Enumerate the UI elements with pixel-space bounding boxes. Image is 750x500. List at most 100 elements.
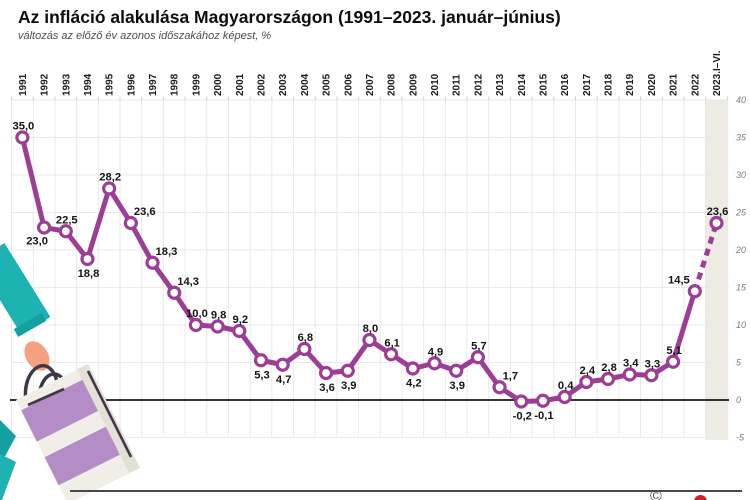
value-label: 9,2 xyxy=(233,314,249,326)
x-axis-year-label: 1993 xyxy=(61,73,72,96)
x-axis-year-label: 2005 xyxy=(322,73,333,96)
x-axis-year-label: 2000 xyxy=(213,73,224,96)
x-axis-year-label: 2003 xyxy=(278,73,289,96)
y-axis-label: 25 xyxy=(735,208,747,218)
x-axis-year-label: 1995 xyxy=(105,73,116,96)
x-axis-year-label: 2020 xyxy=(647,73,658,96)
value-label: 4,2 xyxy=(406,378,422,390)
x-axis-year-label: 2001 xyxy=(235,73,246,96)
x-axis-year-label: 1999 xyxy=(191,73,202,96)
data-point-marker xyxy=(232,323,247,339)
header: Az infláció alakulása Magyarországon (19… xyxy=(18,6,718,42)
x-axis-year-label: 1992 xyxy=(40,73,51,96)
data-point-marker xyxy=(687,284,702,299)
data-point-marker xyxy=(514,394,529,409)
data-point-marker xyxy=(492,380,507,395)
teal-elbow-upper-shape xyxy=(0,420,16,462)
x-axis-year-label: 2011 xyxy=(452,74,463,96)
value-label: 3,6 xyxy=(319,382,335,394)
y-axis-label: -5 xyxy=(736,433,745,443)
value-label: -0,2 xyxy=(513,411,532,423)
x-axis-year-label: 2007 xyxy=(365,73,376,96)
x-axis-year-label: 2006 xyxy=(343,73,354,96)
x-axis-year-label: 1997 xyxy=(148,73,159,96)
value-label: 2,4 xyxy=(580,365,596,377)
data-point-marker xyxy=(167,285,182,300)
x-axis-year-label: 1994 xyxy=(83,73,94,96)
value-label: 18,3 xyxy=(156,246,178,258)
copyright-icon: © xyxy=(650,488,662,500)
data-point-marker xyxy=(253,353,269,368)
bag-strap-line xyxy=(27,387,65,407)
value-label: 18,8 xyxy=(78,268,100,280)
data-point-marker xyxy=(80,251,95,267)
data-point-marker xyxy=(15,130,30,145)
data-point-marker xyxy=(275,357,290,372)
x-axis-year-label: 2013 xyxy=(495,73,506,96)
x-axis-year-label: 2010 xyxy=(430,73,441,96)
data-point-marker xyxy=(318,365,334,381)
bag-stripe-upper-shape xyxy=(21,374,109,442)
x-axis-year-label: 2008 xyxy=(387,73,398,96)
x-axis-year-label: 2002 xyxy=(256,73,267,96)
bag-edge-line xyxy=(86,370,133,458)
value-label: 1,7 xyxy=(503,370,519,382)
value-label: -0,1 xyxy=(534,410,553,422)
value-label: 6,1 xyxy=(384,337,400,349)
y-axis-label: 10 xyxy=(736,320,746,330)
data-point-marker xyxy=(644,368,659,383)
y-axis-label: 20 xyxy=(735,245,746,255)
value-label: 3,3 xyxy=(645,358,661,370)
x-axis-year-label: 2017 xyxy=(582,73,593,96)
value-label: 14,3 xyxy=(177,276,199,288)
page-subtitle: változás az előző év azonos időszakához … xyxy=(18,30,272,42)
x-axis-year-label: 2015 xyxy=(538,73,549,96)
value-label: 3,4 xyxy=(623,358,639,370)
value-label: 4,9 xyxy=(428,346,444,358)
sleeve-arm-shape xyxy=(0,243,51,335)
data-point-marker xyxy=(362,332,377,348)
value-label: 23,0 xyxy=(26,236,48,248)
value-label: 14,5 xyxy=(668,274,690,286)
footer-divider xyxy=(70,490,742,492)
x-axis-year-label: 2012 xyxy=(473,73,484,96)
value-label: 35,0 xyxy=(13,121,35,133)
value-label: 3,9 xyxy=(341,380,357,392)
x-axis-year-label: 2018 xyxy=(604,73,615,96)
teal-elbow-lower-shape xyxy=(0,454,16,500)
data-point-marker xyxy=(123,215,138,231)
y-axis-label: 40 xyxy=(736,95,746,105)
value-label: 9,8 xyxy=(211,310,227,322)
y-axis-label: 15 xyxy=(736,283,747,293)
data-point-marker xyxy=(384,347,399,362)
data-point-marker xyxy=(297,341,312,357)
page-title: Az infláció alakulása Magyarországon (19… xyxy=(18,7,561,27)
data-point-marker xyxy=(427,356,442,371)
value-label: 22,5 xyxy=(56,214,78,226)
y-axis-label: 30 xyxy=(736,170,746,180)
sleeve-cuff-shape xyxy=(13,313,47,337)
value-label: 0,4 xyxy=(558,380,574,392)
data-point-marker xyxy=(622,367,637,382)
data-point-marker xyxy=(36,220,52,235)
x-axis-year-label: 2019 xyxy=(625,73,636,96)
y-axis-label: 5 xyxy=(736,358,742,368)
data-point-marker xyxy=(665,354,681,369)
value-label: 5,3 xyxy=(254,369,270,381)
value-label: 2,8 xyxy=(601,362,617,374)
y-axis-label: 35 xyxy=(736,133,747,143)
highlight-band-2023 xyxy=(705,100,729,440)
y-axis-label: 0 xyxy=(736,395,741,405)
value-label: 3,9 xyxy=(449,380,465,392)
data-point-marker xyxy=(340,363,355,378)
x-axis-year-label: 1996 xyxy=(126,73,137,96)
data-point-marker xyxy=(405,361,420,376)
data-point-marker xyxy=(210,319,225,334)
data-point-marker xyxy=(58,224,73,239)
value-label: 4,7 xyxy=(276,374,292,386)
data-point-marker xyxy=(579,374,594,390)
value-label: 10,0 xyxy=(186,308,208,320)
data-point-marker xyxy=(600,371,616,387)
